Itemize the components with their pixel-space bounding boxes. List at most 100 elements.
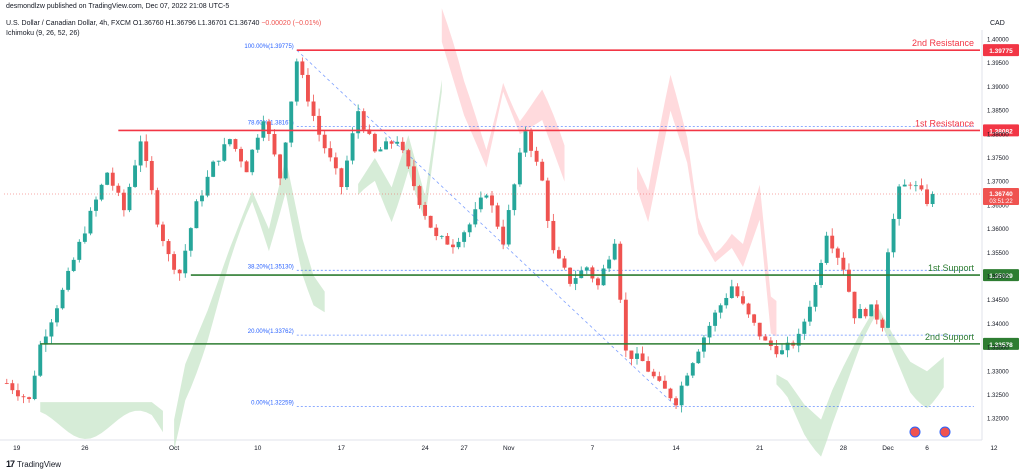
fib-trendline[interactable] [296, 49, 677, 407]
candle-body[interactable] [523, 131, 528, 153]
candle-body[interactable] [4, 383, 9, 384]
event-flag-icons[interactable] [909, 426, 951, 438]
candle-body[interactable] [685, 375, 690, 386]
candle-body[interactable] [780, 350, 784, 355]
candle-body[interactable] [49, 322, 54, 337]
candle-body[interactable] [662, 380, 667, 389]
candle-body[interactable] [484, 195, 489, 198]
candle-body[interactable] [813, 285, 818, 307]
candle-body[interactable] [317, 115, 322, 135]
candle-body[interactable] [239, 148, 243, 162]
candle-body[interactable] [283, 142, 288, 179]
candle-body[interactable] [99, 184, 104, 200]
candle-body[interactable] [66, 270, 71, 290]
candle-body[interactable] [21, 396, 26, 398]
candle-body[interactable] [863, 308, 868, 317]
candle-body[interactable] [679, 385, 684, 406]
candle-body[interactable] [121, 192, 126, 211]
candle-body[interactable] [696, 351, 701, 364]
candle-body[interactable] [372, 133, 377, 152]
candle-body[interactable] [322, 134, 327, 149]
candle-body[interactable] [77, 241, 82, 260]
candle-body[interactable] [835, 248, 840, 258]
candle-body[interactable] [713, 312, 718, 326]
candle-body[interactable] [82, 233, 87, 242]
candle-body[interactable] [155, 190, 160, 225]
candle-body[interactable] [32, 375, 37, 400]
candle-body[interactable] [205, 176, 210, 196]
candle-body[interactable] [105, 172, 110, 185]
candle-body[interactable] [434, 227, 439, 237]
candle-body[interactable] [824, 235, 829, 263]
candle-body[interactable] [60, 289, 65, 309]
candle-body[interactable] [250, 149, 255, 173]
candle-body[interactable] [188, 228, 193, 251]
candle-body[interactable] [584, 267, 589, 271]
candle-body[interactable] [690, 363, 695, 376]
candle-body[interactable] [846, 269, 851, 292]
candle-body[interactable] [361, 111, 366, 130]
candle-body[interactable] [367, 129, 372, 134]
candle-body[interactable] [612, 243, 617, 260]
candle-body[interactable] [411, 166, 416, 187]
candle-body[interactable] [796, 333, 801, 346]
candle-body[interactable] [244, 161, 249, 173]
candle-body[interactable] [417, 186, 422, 205]
candle-body[interactable] [886, 252, 890, 328]
candle-body[interactable] [735, 286, 740, 297]
candle-body[interactable] [71, 259, 76, 271]
candle-body[interactable] [774, 346, 779, 355]
candle-body[interactable] [211, 161, 216, 177]
candle-body[interactable] [729, 286, 734, 298]
candle-body[interactable] [222, 144, 227, 161]
candle-body[interactable] [741, 296, 745, 304]
candle-body[interactable] [266, 121, 271, 134]
candle-body[interactable] [127, 186, 132, 211]
candle-body[interactable] [802, 321, 807, 334]
us-flag-icon[interactable] [909, 426, 921, 438]
candle-body[interactable] [573, 278, 578, 284]
candle-body[interactable] [601, 268, 606, 286]
candle-body[interactable] [272, 133, 277, 155]
candle-body[interactable] [646, 361, 651, 372]
candle-body[interactable] [294, 61, 299, 102]
candle-body[interactable] [891, 218, 896, 253]
candle-body[interactable] [451, 244, 455, 248]
candle-body[interactable] [534, 150, 539, 162]
candle-body[interactable] [473, 209, 478, 225]
candle-body[interactable] [674, 398, 678, 406]
candle-body[interactable] [874, 304, 879, 320]
candle-body[interactable] [278, 154, 283, 179]
candle-body[interactable] [478, 197, 483, 210]
candle-body[interactable] [618, 243, 623, 300]
candle-body[interactable] [110, 172, 115, 186]
candle-body[interactable] [902, 184, 907, 187]
candle-body[interactable] [88, 210, 93, 234]
candle-body[interactable] [38, 344, 43, 376]
candle-body[interactable] [640, 353, 645, 362]
candle-body[interactable] [356, 111, 361, 134]
candle-body[interactable] [183, 250, 188, 274]
candle-body[interactable] [311, 101, 316, 116]
candle-body[interactable] [166, 241, 171, 255]
candle-body[interactable] [919, 185, 924, 190]
candle-body[interactable] [908, 184, 913, 186]
candle-body[interactable] [423, 204, 428, 216]
candle-body[interactable] [897, 186, 902, 219]
candle-body[interactable] [144, 141, 149, 161]
candle-body[interactable] [707, 325, 712, 338]
candle-body[interactable] [869, 304, 874, 317]
candle-body[interactable] [556, 250, 561, 259]
candle-body[interactable] [116, 185, 121, 193]
candle-body[interactable] [551, 220, 556, 251]
candle-body[interactable] [27, 397, 32, 400]
candle-body[interactable] [255, 137, 260, 150]
candle-body[interactable] [607, 259, 612, 269]
candle-body[interactable] [562, 258, 567, 268]
candle-body[interactable] [913, 185, 918, 187]
candle-body[interactable] [339, 168, 344, 188]
candle-body[interactable] [55, 308, 59, 323]
candle-body[interactable] [785, 342, 790, 351]
candle-body[interactable] [757, 322, 762, 337]
candle-body[interactable] [501, 226, 506, 245]
